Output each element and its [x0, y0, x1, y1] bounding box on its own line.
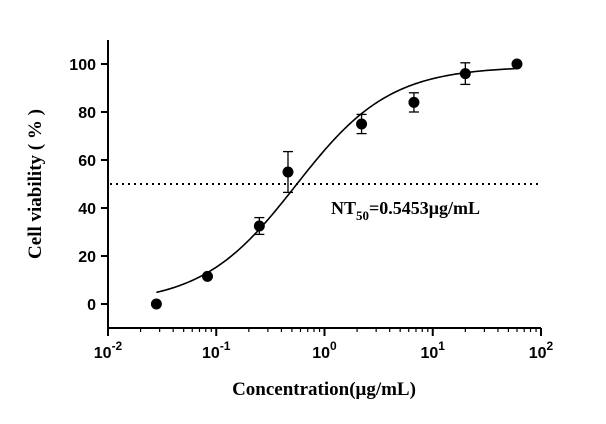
y-tick-label: 80: [78, 105, 96, 122]
annotation-suffix: =0.5453μg/mL: [369, 198, 480, 218]
plot-area: 0 20 40 60 80 100 10-2 10-1 100 101 102: [69, 40, 554, 362]
y-axis-title: Cell viability ( % ): [25, 109, 46, 259]
x-axis-ticks: 10-2 10-1 100 101 102: [94, 328, 554, 362]
x-tick-label: 100: [312, 339, 337, 362]
x-tick-label: 101: [421, 339, 446, 362]
data-point: [408, 96, 420, 108]
data-point: [282, 166, 294, 178]
data-points: [150, 58, 523, 310]
data-point: [253, 220, 265, 232]
annotation-subscript: 50: [356, 208, 369, 223]
y-tick-label: 0: [87, 297, 96, 314]
data-point: [511, 58, 523, 70]
y-tick-label: 20: [78, 249, 96, 266]
y-tick-label: 100: [69, 57, 96, 74]
data-point: [150, 298, 162, 310]
y-axis-ticks: 0 20 40 60 80 100: [69, 57, 108, 314]
data-point: [201, 270, 213, 282]
nt50-annotation: NT50=0.5453μg/mL: [331, 198, 480, 223]
fit-curve: [156, 67, 518, 294]
x-tick-label: 102: [529, 339, 554, 362]
y-tick-label: 40: [78, 201, 96, 218]
x-tick-label: 10-2: [94, 339, 123, 362]
annotation-prefix: NT: [331, 198, 356, 218]
data-point: [356, 118, 368, 130]
y-tick-label: 60: [78, 153, 96, 170]
x-axis-title: Concentration(μg/mL): [232, 379, 416, 400]
x-tick-label: 10-1: [202, 339, 231, 362]
data-point: [459, 68, 471, 80]
